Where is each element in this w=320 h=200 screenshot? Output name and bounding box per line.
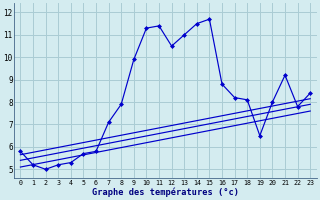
X-axis label: Graphe des températures (°c): Graphe des températures (°c) — [92, 187, 239, 197]
